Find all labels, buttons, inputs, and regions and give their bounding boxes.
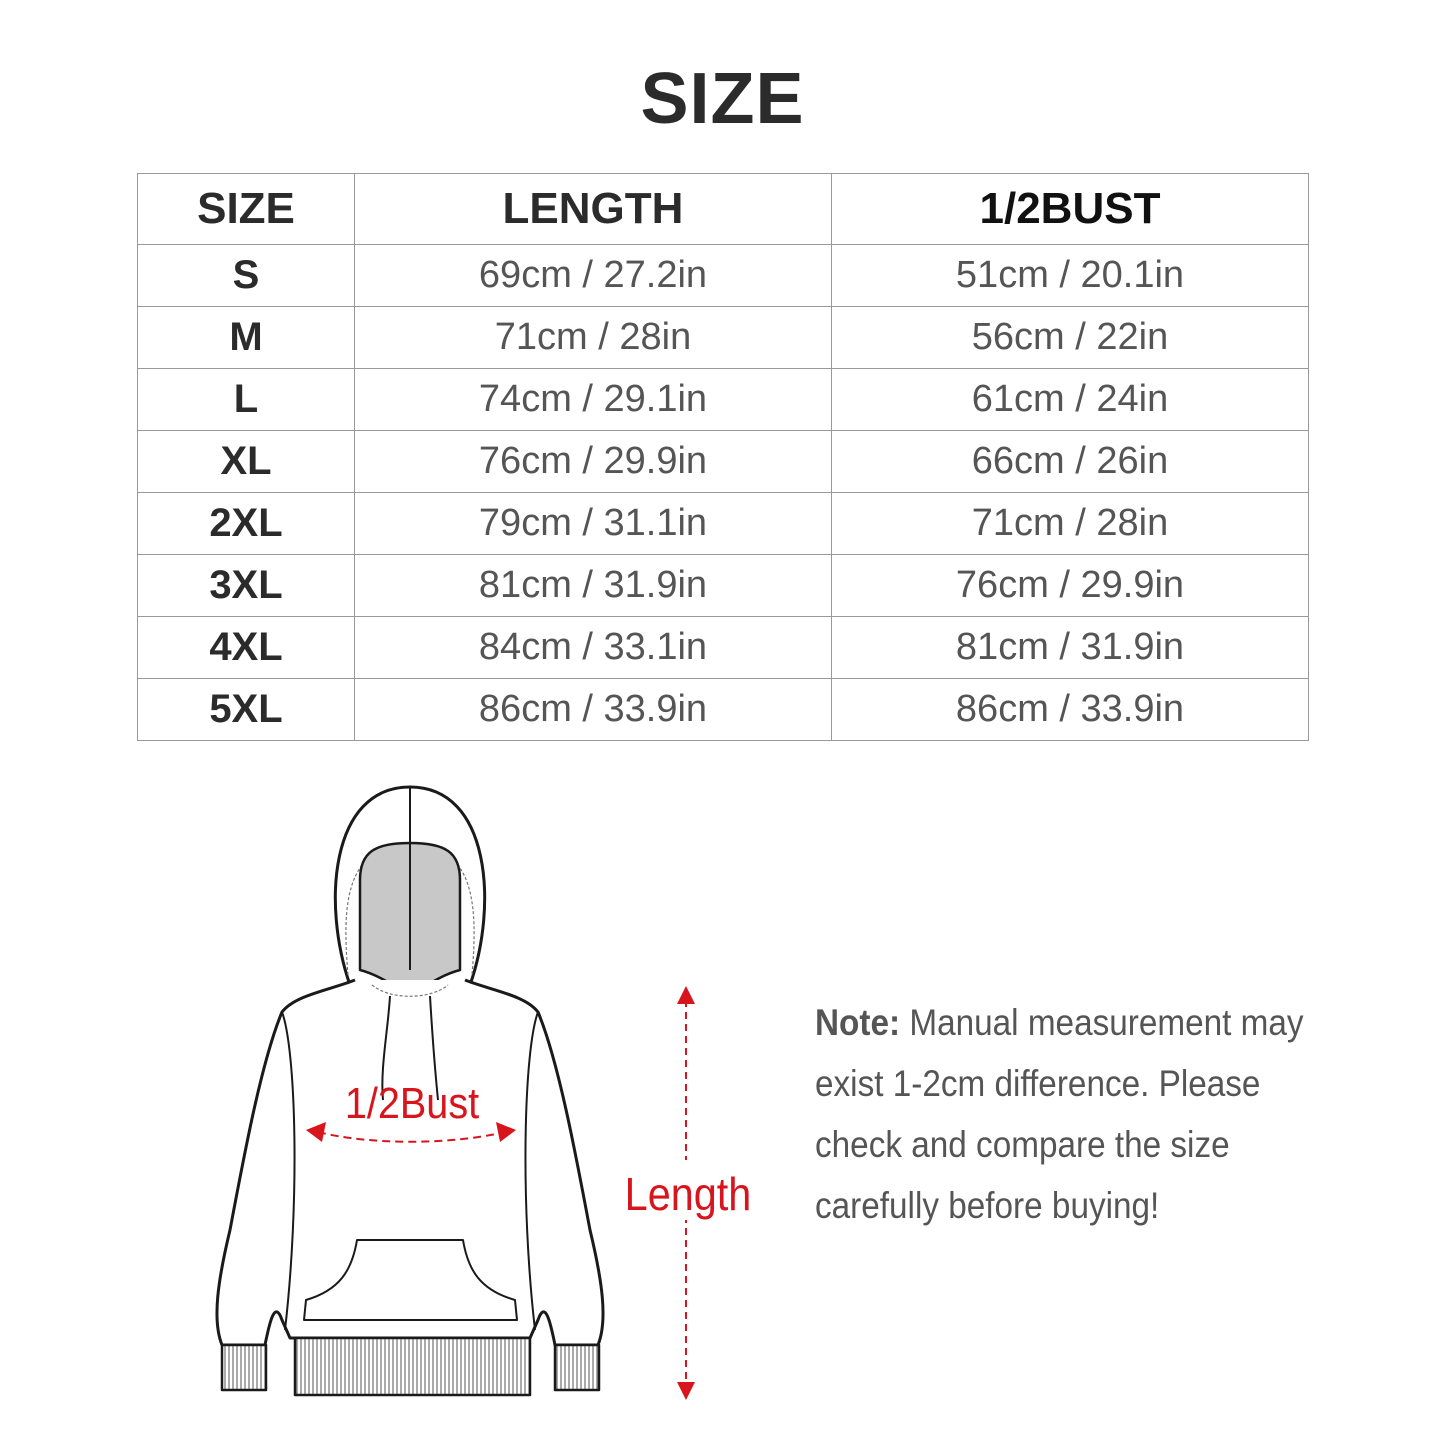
bust-cell: 71cm / 28in (831, 492, 1309, 555)
page-title: SIZE (640, 59, 805, 139)
length-cell: 76cm / 29.9in (354, 430, 832, 493)
cuff-right (553, 1343, 601, 1392)
cuff-left (220, 1343, 268, 1392)
length-arrow-top-head (677, 986, 695, 1004)
table-row: XL 76cm / 29.9in 66cm / 26in (137, 430, 1309, 493)
size-cell: 5XL (137, 678, 355, 741)
length-cell: 69cm / 27.2in (354, 244, 832, 307)
header-bust: 1/2BUST (831, 173, 1309, 245)
size-cell: M (137, 306, 355, 369)
hem-rib (293, 1336, 532, 1397)
size-cell: S (137, 244, 355, 307)
bust-arrow-line (317, 1131, 506, 1143)
bust-label: 1/2Bust (345, 1078, 480, 1127)
bust-arrow-right-head (496, 1122, 516, 1142)
kangaroo-pocket (303, 1239, 518, 1321)
table-row: L 74cm / 29.1in 61cm / 24in (137, 368, 1309, 431)
header-size: SIZE (137, 173, 355, 245)
bust-cell: 86cm / 33.9in (831, 678, 1309, 741)
bust-arrow-left-head (306, 1122, 326, 1142)
length-cell: 79cm / 31.1in (354, 492, 832, 555)
length-label: Length (625, 1169, 752, 1221)
length-cell: 81cm / 31.9in (354, 554, 832, 617)
bust-cell: 76cm / 29.9in (831, 554, 1309, 617)
table-row: 5XL 86cm / 33.9in 86cm / 33.9in (137, 678, 1309, 741)
note-label: Note: (815, 1002, 901, 1043)
size-table: SIZE LENGTH 1/2BUST S 69cm / 27.2in 51cm /… (137, 173, 1309, 741)
size-cell: 4XL (137, 616, 355, 679)
bust-cell: 81cm / 31.9in (831, 616, 1309, 679)
table-row: 4XL 84cm / 33.1in 81cm / 31.9in (137, 616, 1309, 679)
table-row: S 69cm / 27.2in 51cm / 20.1in (137, 244, 1309, 307)
note-text: Manual measurement may exist 1-2cm diffe… (815, 1002, 1304, 1226)
bust-cell: 51cm / 20.1in (831, 244, 1309, 307)
length-cell: 71cm / 28in (354, 306, 832, 369)
size-cell: 3XL (137, 554, 355, 617)
bust-cell: 56cm / 22in (831, 306, 1309, 369)
length-cell: 74cm / 29.1in (354, 368, 832, 431)
drawstring-right (429, 995, 439, 1101)
table-row: 3XL 81cm / 31.9in 76cm / 29.9in (137, 554, 1309, 617)
size-cell: 2XL (137, 492, 355, 555)
hoodie-body (215, 978, 605, 1347)
table-row: M 71cm / 28in 56cm / 22in (137, 306, 1309, 369)
bust-cell: 66cm / 26in (831, 430, 1309, 493)
measurement-note: Note: Manual measurement may exist 1-2cm… (815, 992, 1355, 1236)
drawstring-left (381, 995, 391, 1101)
length-cell: 84cm / 33.1in (354, 616, 832, 679)
bust-cell: 61cm / 24in (831, 368, 1309, 431)
size-cell: L (137, 368, 355, 431)
table-row: 2XL 79cm / 31.1in 71cm / 28in (137, 492, 1309, 555)
length-arrow-bottom-head (677, 1382, 695, 1400)
length-cell: 86cm / 33.9in (354, 678, 832, 741)
